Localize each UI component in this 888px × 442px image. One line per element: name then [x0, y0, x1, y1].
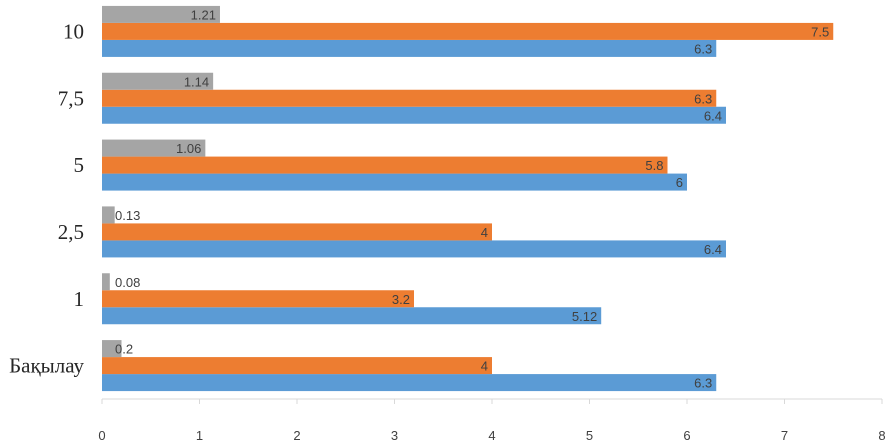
bar-series-1-1 [102, 307, 602, 325]
x-axis-ticks: 0 1 2 3 4 5 6 7 8 [98, 399, 886, 442]
bar-series-2-0 [102, 357, 492, 375]
data-label-series-2-5: 7.5 [811, 24, 829, 39]
bar-series-3-5 [102, 5, 220, 23]
x-tick-label-6: 6 [683, 428, 690, 442]
x-tick-label-0: 0 [98, 428, 105, 442]
bar-series-1-0 [102, 374, 717, 392]
category-labels: Бақылау 1 2,5 5 7,5 10 [9, 19, 84, 377]
x-tick-label-7: 7 [781, 428, 788, 442]
category-label-5: 10 [63, 19, 84, 43]
category-label-3: 5 [74, 153, 85, 177]
x-tick-label-4: 4 [488, 428, 495, 442]
bar-series-3-0 [102, 340, 122, 358]
bar-series-2-2 [102, 223, 492, 241]
data-label-series-3-2: 0.13 [115, 208, 140, 223]
data-label-series-3-0: 0.2 [115, 342, 133, 357]
bar-series-1-3 [102, 173, 687, 191]
x-tick-label-2: 2 [293, 428, 300, 442]
data-label-series-3-4: 1.14 [184, 74, 209, 89]
data-label-series-1-3: 6 [676, 175, 683, 190]
data-label-series-3-5: 1.21 [191, 7, 216, 22]
x-tick-label-3: 3 [391, 428, 398, 442]
data-label-series-2-1: 3.2 [392, 292, 410, 307]
bar-series-1-5 [102, 39, 717, 57]
bar-series-2-5 [102, 22, 834, 40]
bar-series-3-1 [102, 273, 110, 291]
bar-series-3-4 [102, 72, 214, 90]
bars-layer: 6.3 4 0.2 5.12 3.2 0.08 6.4 4 0.13 6 5.8 1.06 6.4 6.3… [102, 5, 834, 392]
data-label-series-3-3: 1.06 [176, 141, 201, 156]
bar-series-2-4 [102, 89, 717, 107]
bar-series-2-1 [102, 290, 414, 308]
data-label-series-2-4: 6.3 [694, 91, 712, 106]
bar-series-2-3 [102, 156, 668, 174]
category-label-1: 1 [74, 287, 85, 311]
bar-series-3-3 [102, 139, 206, 157]
category-label-0: Бақылау [9, 354, 84, 378]
data-label-series-1-0: 6.3 [694, 376, 712, 391]
data-label-series-2-2: 4 [481, 225, 488, 240]
bar-series-1-2 [102, 240, 726, 258]
data-label-series-3-1: 0.08 [115, 275, 140, 290]
data-label-series-2-3: 5.8 [645, 158, 663, 173]
data-label-series-1-2: 6.4 [704, 242, 722, 257]
data-label-series-1-1: 5.12 [572, 309, 597, 324]
category-label-4: 7,5 [58, 86, 84, 110]
x-tick-label-1: 1 [196, 428, 203, 442]
data-label-series-1-4: 6.4 [704, 108, 722, 123]
bar-series-1-4 [102, 106, 726, 124]
category-label-2: 2,5 [58, 220, 84, 244]
data-label-series-2-0: 4 [481, 359, 488, 374]
x-tick-label-8: 8 [878, 428, 885, 442]
x-tick-label-5: 5 [586, 428, 593, 442]
data-label-series-1-5: 6.3 [694, 41, 712, 56]
bar-series-3-2 [102, 206, 115, 224]
